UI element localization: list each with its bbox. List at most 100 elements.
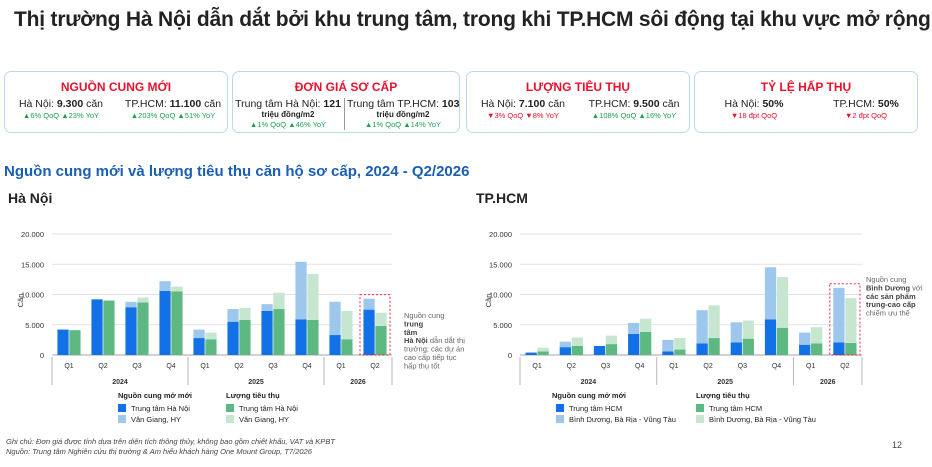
bar-segment xyxy=(730,342,742,355)
year-label: 2026 xyxy=(820,379,836,386)
annotation-segment: Bình Dương xyxy=(866,283,911,292)
y-tick-label: 20.000 xyxy=(489,230,512,239)
bar-segment xyxy=(674,338,686,350)
legend-swatch xyxy=(118,415,126,423)
y-tick-label: 5.000 xyxy=(25,321,44,330)
annotation-text: trường; các dự án xyxy=(404,345,464,354)
bar-segment xyxy=(295,261,307,320)
highlight-box xyxy=(829,283,861,356)
annotation-text: hấp thụ tốt xyxy=(404,361,440,370)
y-tick-label: 10.000 xyxy=(489,291,512,300)
bar-segment xyxy=(363,309,375,355)
annotation-text: Nguồn cung xyxy=(404,311,444,320)
kpi-change: ▼3% QoQ ▼8% YoY xyxy=(487,111,559,120)
annotation-segment: Hà Nội xyxy=(404,336,428,345)
kpi-value: 50% xyxy=(762,98,784,110)
bar-segment xyxy=(273,292,285,310)
annotation-segment: tâm xyxy=(404,328,418,337)
bar-segment xyxy=(605,344,618,355)
kpi-title: LƯỢNG TIÊU THỤ xyxy=(525,80,631,94)
kpi-change: ▲1% QoQ ▲14% YoY xyxy=(364,120,442,129)
bar-segment xyxy=(559,341,571,348)
bar-segment xyxy=(261,304,273,311)
kpi-value: 121 xyxy=(323,98,341,110)
bar-segment xyxy=(764,267,777,320)
kpi-value: 103 xyxy=(441,98,460,110)
bar-segment xyxy=(833,342,845,355)
bar-segment xyxy=(57,329,69,355)
kpi-label: Hà Nội: xyxy=(724,98,763,110)
bar-segment xyxy=(674,349,686,355)
annotation-text: trung-cao cấp xyxy=(866,300,916,309)
kpi-hcm-value: TP.HCM: 11.100 căn ▲203% QoQ ▲51% YoY xyxy=(121,98,225,120)
kpi-card-new-supply: NGUỒN CUNG MỚI Hà Nội: 9.300 căn ▲6% QoQ… xyxy=(4,71,228,133)
kpi-card-absorption-rate: TỶ LỆ HẤP THỤ Hà Nội: 50% ▼18 đpt QoQ TP… xyxy=(694,71,918,133)
kpi-label: Hà Nội: xyxy=(480,98,519,110)
bar-segment xyxy=(662,351,674,355)
bar-segment xyxy=(159,281,171,291)
bar-segment xyxy=(571,345,583,355)
x-tick-label: Q4 xyxy=(302,363,311,370)
bar-segment xyxy=(69,330,81,355)
y-axis-label: Căn xyxy=(16,294,25,308)
kpi-card-absorption-volume: LƯỢNG TIÊU THỤ Hà Nội: 7.100 căn ▼3% QoQ… xyxy=(466,71,690,133)
x-tick-label: Q4 xyxy=(635,363,644,370)
kpi-unit: căn xyxy=(545,98,566,110)
annotation-segment: cao cấp tiếp tục xyxy=(404,353,457,362)
y-tick-label: 10.000 xyxy=(21,291,44,300)
kpi-hanoi-value: Hà Nội: 7.100 căn ▼3% QoQ ▼8% YoY xyxy=(473,98,573,120)
legend-label: Văn Giang, HY xyxy=(131,415,181,424)
bar-segment xyxy=(227,309,239,322)
footnote-source: Nguồn: Trung tâm Nghiên cứu thị trường &… xyxy=(6,447,312,456)
annotation-segment: Nguồn cung xyxy=(866,275,906,284)
bar-segment xyxy=(159,290,171,355)
x-tick-label: Q4 xyxy=(166,363,175,370)
bar-segment xyxy=(329,335,341,355)
annotation-segment: Nguồn cung xyxy=(404,311,444,320)
bar-segment xyxy=(811,327,823,344)
page-number: 12 xyxy=(891,440,902,450)
x-tick-label: Q1 xyxy=(64,363,73,370)
bar-segment xyxy=(776,327,789,355)
bar-segment xyxy=(375,312,387,326)
annotation-segment: trường; các dự án xyxy=(404,345,464,354)
bar-segment xyxy=(137,297,149,303)
bar-segment xyxy=(776,276,789,328)
kpi-value: 7.100 xyxy=(518,98,546,110)
bar-segment xyxy=(811,343,823,355)
highlight-box xyxy=(359,294,391,356)
legend-label: Bình Dương, Bà Rịa - Vũng Tàu xyxy=(709,415,816,424)
y-tick-label: 5.000 xyxy=(493,321,512,330)
annotation-segment: chiếm ưu thế xyxy=(866,309,911,318)
bar-segment xyxy=(171,291,183,355)
x-tick-label: Q3 xyxy=(738,363,747,370)
legend-swatch xyxy=(226,404,234,412)
annotation-text: Nguồn cung xyxy=(866,275,906,284)
annotation-segment: hấp thụ tốt xyxy=(404,361,440,370)
x-tick-label: Q1 xyxy=(200,363,209,370)
bar-segment xyxy=(295,319,307,355)
bar-segment xyxy=(640,318,652,333)
bar-segment xyxy=(205,339,217,355)
x-tick-label: Q1 xyxy=(806,363,815,370)
kpi-label: TP.HCM: xyxy=(124,98,170,110)
kpi-hanoi-value: Trung tâm Hà Nội: 121 triệu đồng/m2 ▲1% … xyxy=(234,98,342,129)
kpi-change: ▼18 đpt QoQ xyxy=(730,111,778,120)
legend-label: Trung tâm Hà Nội xyxy=(131,404,190,413)
bar-segment xyxy=(239,307,251,320)
bar-segment xyxy=(261,310,273,355)
bar-segment xyxy=(227,321,239,355)
bar-segment xyxy=(571,337,583,346)
kpi-label: Hà Nội: xyxy=(18,98,57,110)
annotation-text: tâm xyxy=(404,328,418,337)
y-tick-label: 0 xyxy=(40,351,44,360)
bar-segment xyxy=(363,298,375,310)
kpi-label: TP.HCM: xyxy=(588,98,634,110)
section-subtitle: Nguồn cung mới và lượng tiêu thụ căn hộ … xyxy=(4,163,470,180)
legend-group-title: Lượng tiêu thụ xyxy=(696,391,750,400)
kpi-value: 9.300 xyxy=(56,98,84,110)
kpi-value: 11.100 xyxy=(169,98,202,110)
legend-group-title: Nguồn cung mở mới xyxy=(552,391,626,400)
x-tick-label: Q3 xyxy=(601,363,610,370)
